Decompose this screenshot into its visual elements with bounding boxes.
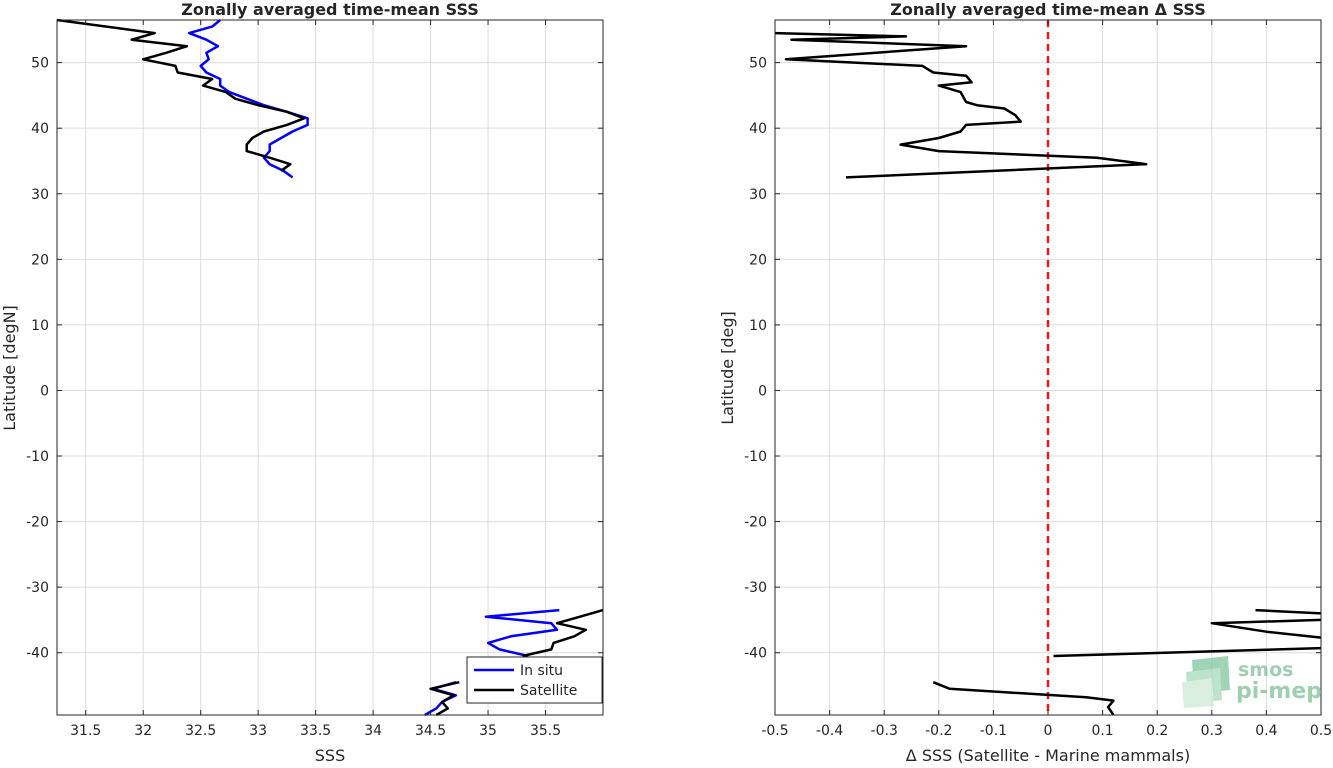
sss-x-tick-label-4: 33.5 <box>300 723 331 739</box>
delta-sss-x-tick-label-8: 0.3 <box>1201 723 1223 739</box>
sss-x-tick-label-5: 34 <box>364 723 382 739</box>
logo-text-smos: smos <box>1238 659 1293 681</box>
sss-y-tick-label-1: -30 <box>26 580 49 596</box>
legend-label-in-situ: In situ <box>520 663 563 679</box>
sss-x-tick-label-2: 32.5 <box>185 723 216 739</box>
delta-sss-y-tick-label-9: 50 <box>749 56 767 72</box>
smos-pi-mep-logo: smos pi-mep <box>1182 656 1322 708</box>
delta-sss-line-series-0-segment-2 <box>1210 618 1322 639</box>
sss-x-tick-label-6: 34.5 <box>415 723 446 739</box>
delta-sss-y-tick-label-0: -40 <box>744 646 767 662</box>
delta-sss-y-tick-label-7: 30 <box>749 187 767 203</box>
logo-wave-front <box>1182 678 1214 708</box>
sss-y-tick-label-5: 10 <box>31 318 49 334</box>
sss-y-tick-label-9: 50 <box>31 56 49 72</box>
delta-sss-x-axis-label: Δ SSS (Satellite - Marine mammals) <box>906 746 1190 764</box>
sss-line-in-situ-segment-0 <box>187 19 309 179</box>
sss-plot-area <box>57 20 603 715</box>
sss-y-tick-label-6: 20 <box>31 252 49 268</box>
delta-sss-lines <box>774 31 1322 716</box>
delta-sss-x-tick-label-7: 0.2 <box>1146 723 1168 739</box>
delta-sss-y-tick-label-3: -10 <box>744 449 767 465</box>
sss-title: Zonally averaged time-mean SSS <box>181 0 479 19</box>
sss-axes-box <box>56 19 604 716</box>
logo-text-pi-mep: pi-mep <box>1236 679 1322 704</box>
delta-sss-line-series-0-segment-4 <box>932 681 1115 716</box>
delta-sss-y-tick-label-2: -20 <box>744 515 767 531</box>
legend: In situ Satellite <box>466 656 603 704</box>
legend-label-satellite: Satellite <box>520 683 577 699</box>
sss-y-tick-label-4: 0 <box>40 383 49 399</box>
delta-sss-ticks: -0.5 -0.4 -0.3 -0.2 -0.1 0 0.1 0.2 0.3 0.4 0.5 -40 -… <box>744 20 1332 739</box>
sss-panel: 31.5 32 32.5 33 33.5 34 34.5 35 35.5 -40 -30 -20 -10… <box>0 0 604 765</box>
delta-sss-y-tick-label-8: 40 <box>749 121 767 137</box>
delta-sss-y-axis-label: Latitude [deg] <box>718 311 737 425</box>
delta-sss-x-tick-label-2: -0.3 <box>871 723 898 739</box>
delta-sss-y-tick-label-4: 0 <box>758 383 767 399</box>
sss-y-tick-label-7: 30 <box>31 187 49 203</box>
delta-sss-y-tick-label-5: 10 <box>749 318 767 334</box>
delta-sss-x-tick-label-5: 0 <box>1044 723 1053 739</box>
delta-sss-x-tick-label-0: -0.5 <box>761 723 788 739</box>
delta-sss-title: Zonally averaged time-mean Δ SSS <box>890 0 1206 19</box>
sss-x-tick-label-0: 31.5 <box>70 723 101 739</box>
sss-grid <box>57 20 603 715</box>
delta-sss-x-tick-label-1: -0.4 <box>816 723 843 739</box>
sss-x-axis-label: SSS <box>315 746 345 764</box>
delta-sss-y-tick-label-6: 20 <box>749 252 767 268</box>
delta-sss-x-tick-label-3: -0.2 <box>925 723 952 739</box>
delta-sss-line-series-0-segment-1 <box>1255 608 1322 615</box>
delta-sss-y-tick-label-1: -30 <box>744 580 767 596</box>
sss-line-in-situ-segment-1 <box>484 608 560 658</box>
delta-sss-panel: -0.5 -0.4 -0.3 -0.2 -0.1 0 0.1 0.2 0.3 0.4 0.5 -40 -… <box>718 0 1332 765</box>
sss-x-tick-label-7: 35 <box>479 723 497 739</box>
delta-sss-x-tick-label-4: -0.1 <box>980 723 1007 739</box>
sss-y-tick-label-0: -40 <box>26 646 49 662</box>
delta-sss-line-series-0-segment-3 <box>1053 646 1322 658</box>
sss-x-tick-label-1: 32 <box>134 723 152 739</box>
sss-line-satellite-segment-0 <box>56 18 306 172</box>
legend-box <box>466 656 603 704</box>
sss-ticks: 31.5 32 32.5 33 33.5 34 34.5 35 35.5 -40 -30 -20 -10… <box>26 20 603 739</box>
sss-y-tick-label-8: 40 <box>31 121 49 137</box>
sss-x-tick-label-8: 35.5 <box>530 723 561 739</box>
sss-y-tick-label-2: -20 <box>26 515 49 531</box>
delta-sss-x-tick-label-9: 0.4 <box>1255 723 1277 739</box>
delta-sss-line-series-0-segment-0 <box>774 31 1148 179</box>
sss-lines <box>56 18 604 717</box>
sss-y-axis-label: Latitude [degN] <box>0 305 19 431</box>
sss-line-satellite-segment-2 <box>429 680 460 717</box>
sss-y-tick-label-3: -10 <box>26 449 49 465</box>
sss-x-tick-label-3: 33 <box>249 723 267 739</box>
delta-sss-x-tick-label-6: 0.1 <box>1091 723 1113 739</box>
sss-line-satellite-segment-1 <box>522 608 604 658</box>
delta-sss-x-tick-label-10: 0.5 <box>1310 723 1332 739</box>
